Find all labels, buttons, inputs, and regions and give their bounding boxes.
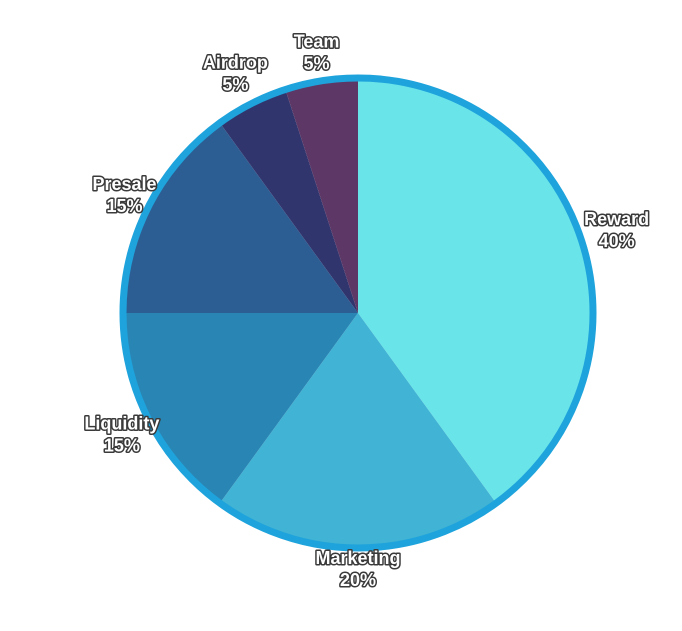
slice-label-liquidity: Liquidity	[84, 413, 159, 433]
slice-label-airdrop: Airdrop	[203, 52, 268, 72]
slice-label-team: Team	[294, 31, 340, 51]
pie-slice-presale	[123, 122, 358, 313]
slice-value-liquidity: 15%	[104, 435, 140, 455]
pie-slices	[123, 78, 593, 548]
slice-value-team: 5%	[304, 53, 330, 73]
pie-slice-marketing	[219, 313, 497, 548]
pie-slice-liquidity	[123, 313, 358, 504]
slice-value-airdrop: 5%	[222, 74, 248, 94]
pie-slice-team	[285, 78, 358, 313]
slice-label-marketing: Marketing	[315, 548, 400, 568]
pie-border-ring	[119, 74, 597, 552]
slice-value-reward: 40%	[599, 231, 635, 251]
pie-slice-airdrop	[219, 89, 358, 314]
slice-value-presale: 15%	[107, 196, 143, 216]
pie-labels: Reward40%Marketing20%Liquidity15%Presale…	[83, 30, 651, 592]
slice-value-marketing: 20%	[340, 570, 376, 590]
slice-label-presale: Presale	[93, 174, 157, 194]
slice-label-reward: Reward	[584, 209, 649, 229]
pie-slice-reward	[358, 78, 593, 504]
